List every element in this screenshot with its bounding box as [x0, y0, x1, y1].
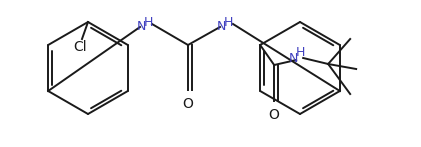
Text: H: H — [143, 15, 153, 29]
Text: Cl: Cl — [73, 40, 87, 54]
Text: N: N — [288, 51, 298, 65]
Text: H: H — [296, 46, 305, 59]
Text: O: O — [269, 108, 280, 122]
Text: H: H — [223, 15, 233, 29]
Text: O: O — [183, 97, 193, 111]
Text: N: N — [216, 20, 226, 32]
Text: N: N — [136, 20, 146, 32]
